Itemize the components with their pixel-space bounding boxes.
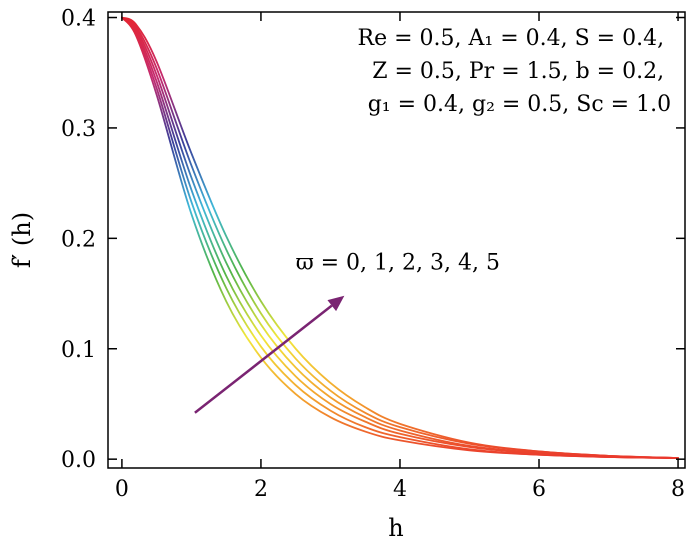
tick-group xyxy=(108,12,685,468)
y-axis-label: f′ (h) xyxy=(8,212,36,268)
arrow-label: ϖ = 0, 1, 2, 3, 4, 5 xyxy=(296,250,500,275)
series-line-2 xyxy=(121,16,679,459)
x-tick-label: 4 xyxy=(393,477,407,502)
plot-frame xyxy=(107,11,686,469)
y-tick-label: 0.4 xyxy=(61,7,96,32)
parameter-line-2: Z = 0.5, Pr = 1.5, b = 0.2, xyxy=(372,59,664,84)
x-tick-label: 8 xyxy=(671,477,685,502)
y-tick-label: 0.0 xyxy=(61,448,96,473)
parameter-line-3: g₁ = 0.4, g₂ = 0.5, Sc = 1.0 xyxy=(368,92,671,117)
tick-label-group: 0 2 4 6 8 0.0 0.1 0.2 0.3 0.4 xyxy=(61,7,685,502)
arrow-head xyxy=(327,295,345,312)
series-group xyxy=(121,16,679,459)
parameter-line-1: Re = 0.5, A₁ = 0.4, S = 0.4, xyxy=(358,26,665,51)
parameter-annotation: Re = 0.5, A₁ = 0.4, S = 0.4, Z = 0.5, Pr… xyxy=(358,26,672,117)
series-line-6 xyxy=(121,16,679,459)
x-axis-label: h xyxy=(388,514,403,542)
y-tick-label: 0.2 xyxy=(61,227,96,252)
x-tick-label: 0 xyxy=(115,477,129,502)
x-tick-label: 6 xyxy=(532,477,546,502)
parameter-arrow xyxy=(194,295,345,414)
series-line-3 xyxy=(121,16,679,459)
y-tick-label: 0.3 xyxy=(61,117,96,142)
x-tick-label: 2 xyxy=(254,477,268,502)
y-tick-label: 0.1 xyxy=(61,338,96,363)
series-line-4 xyxy=(121,16,679,459)
arrow-shaft xyxy=(194,304,333,414)
